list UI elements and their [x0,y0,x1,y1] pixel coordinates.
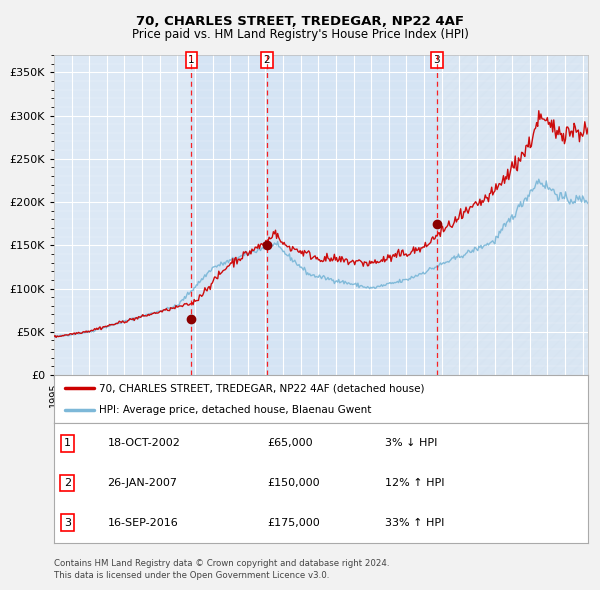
Text: 12% ↑ HPI: 12% ↑ HPI [385,478,445,488]
Text: Contains HM Land Registry data © Crown copyright and database right 2024.
This d: Contains HM Land Registry data © Crown c… [54,559,389,580]
Text: 33% ↑ HPI: 33% ↑ HPI [385,517,445,527]
Text: 3: 3 [433,55,440,65]
Bar [191,55,267,375]
Text: 70, CHARLES STREET, TREDEGAR, NP22 4AF: 70, CHARLES STREET, TREDEGAR, NP22 4AF [136,15,464,28]
Text: HPI: Average price, detached house, Blaenau Gwent: HPI: Average price, detached house, Blae… [100,405,372,415]
Text: 3% ↓ HPI: 3% ↓ HPI [385,438,437,448]
Text: £175,000: £175,000 [268,517,320,527]
Text: 16-SEP-2016: 16-SEP-2016 [107,517,178,527]
Text: 18-OCT-2002: 18-OCT-2002 [107,438,180,448]
Text: 1: 1 [64,438,71,448]
Text: £65,000: £65,000 [268,438,313,448]
Text: 26-JAN-2007: 26-JAN-2007 [107,478,178,488]
Text: 3: 3 [64,517,71,527]
Bar [437,55,588,375]
Text: 1: 1 [188,55,195,65]
Text: £150,000: £150,000 [268,478,320,488]
Text: 2: 2 [64,478,71,488]
Text: Price paid vs. HM Land Registry's House Price Index (HPI): Price paid vs. HM Land Registry's House … [131,28,469,41]
Text: 2: 2 [263,55,270,65]
Bar [267,55,437,375]
Text: 70, CHARLES STREET, TREDEGAR, NP22 4AF (detached house): 70, CHARLES STREET, TREDEGAR, NP22 4AF (… [100,384,425,394]
